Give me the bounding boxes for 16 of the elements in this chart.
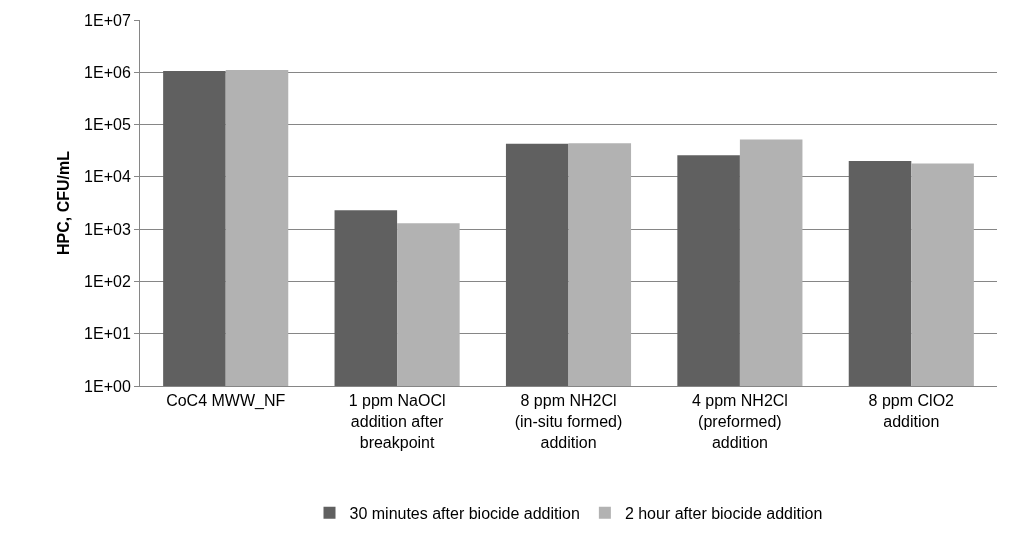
y-tick-label: 1E+03 <box>84 220 131 238</box>
x-tick-label: 1 ppm NaOCl addition after breakpoint <box>348 392 446 451</box>
x-tick-label: 8 ppm ClO2 addition <box>868 392 955 430</box>
x-tick-label: 8 ppm NH2Cl (in-situ formed) addition <box>514 392 623 451</box>
y-axis-title: HPC, CFU/mL <box>54 150 72 255</box>
x-tick-label: CoC4 MWW_NF <box>166 392 286 411</box>
y-tick-label: 1E+05 <box>84 116 131 134</box>
y-tick-label: 1E+07 <box>84 11 131 29</box>
legend-label: 30 minutes after biocide addition <box>349 504 580 522</box>
y-tick-label: 1E+04 <box>84 168 131 186</box>
y-tick-label: 1E+00 <box>84 377 131 395</box>
y-tick-label: 1E+06 <box>84 63 131 81</box>
y-tick-label: 1E+02 <box>84 273 131 291</box>
y-tick-label: 1E+01 <box>84 325 131 343</box>
x-tick-label: 4 ppm NH2Cl (preformed) addition <box>691 392 788 451</box>
legend-label: 2 hour after biocide addition <box>624 504 823 522</box>
